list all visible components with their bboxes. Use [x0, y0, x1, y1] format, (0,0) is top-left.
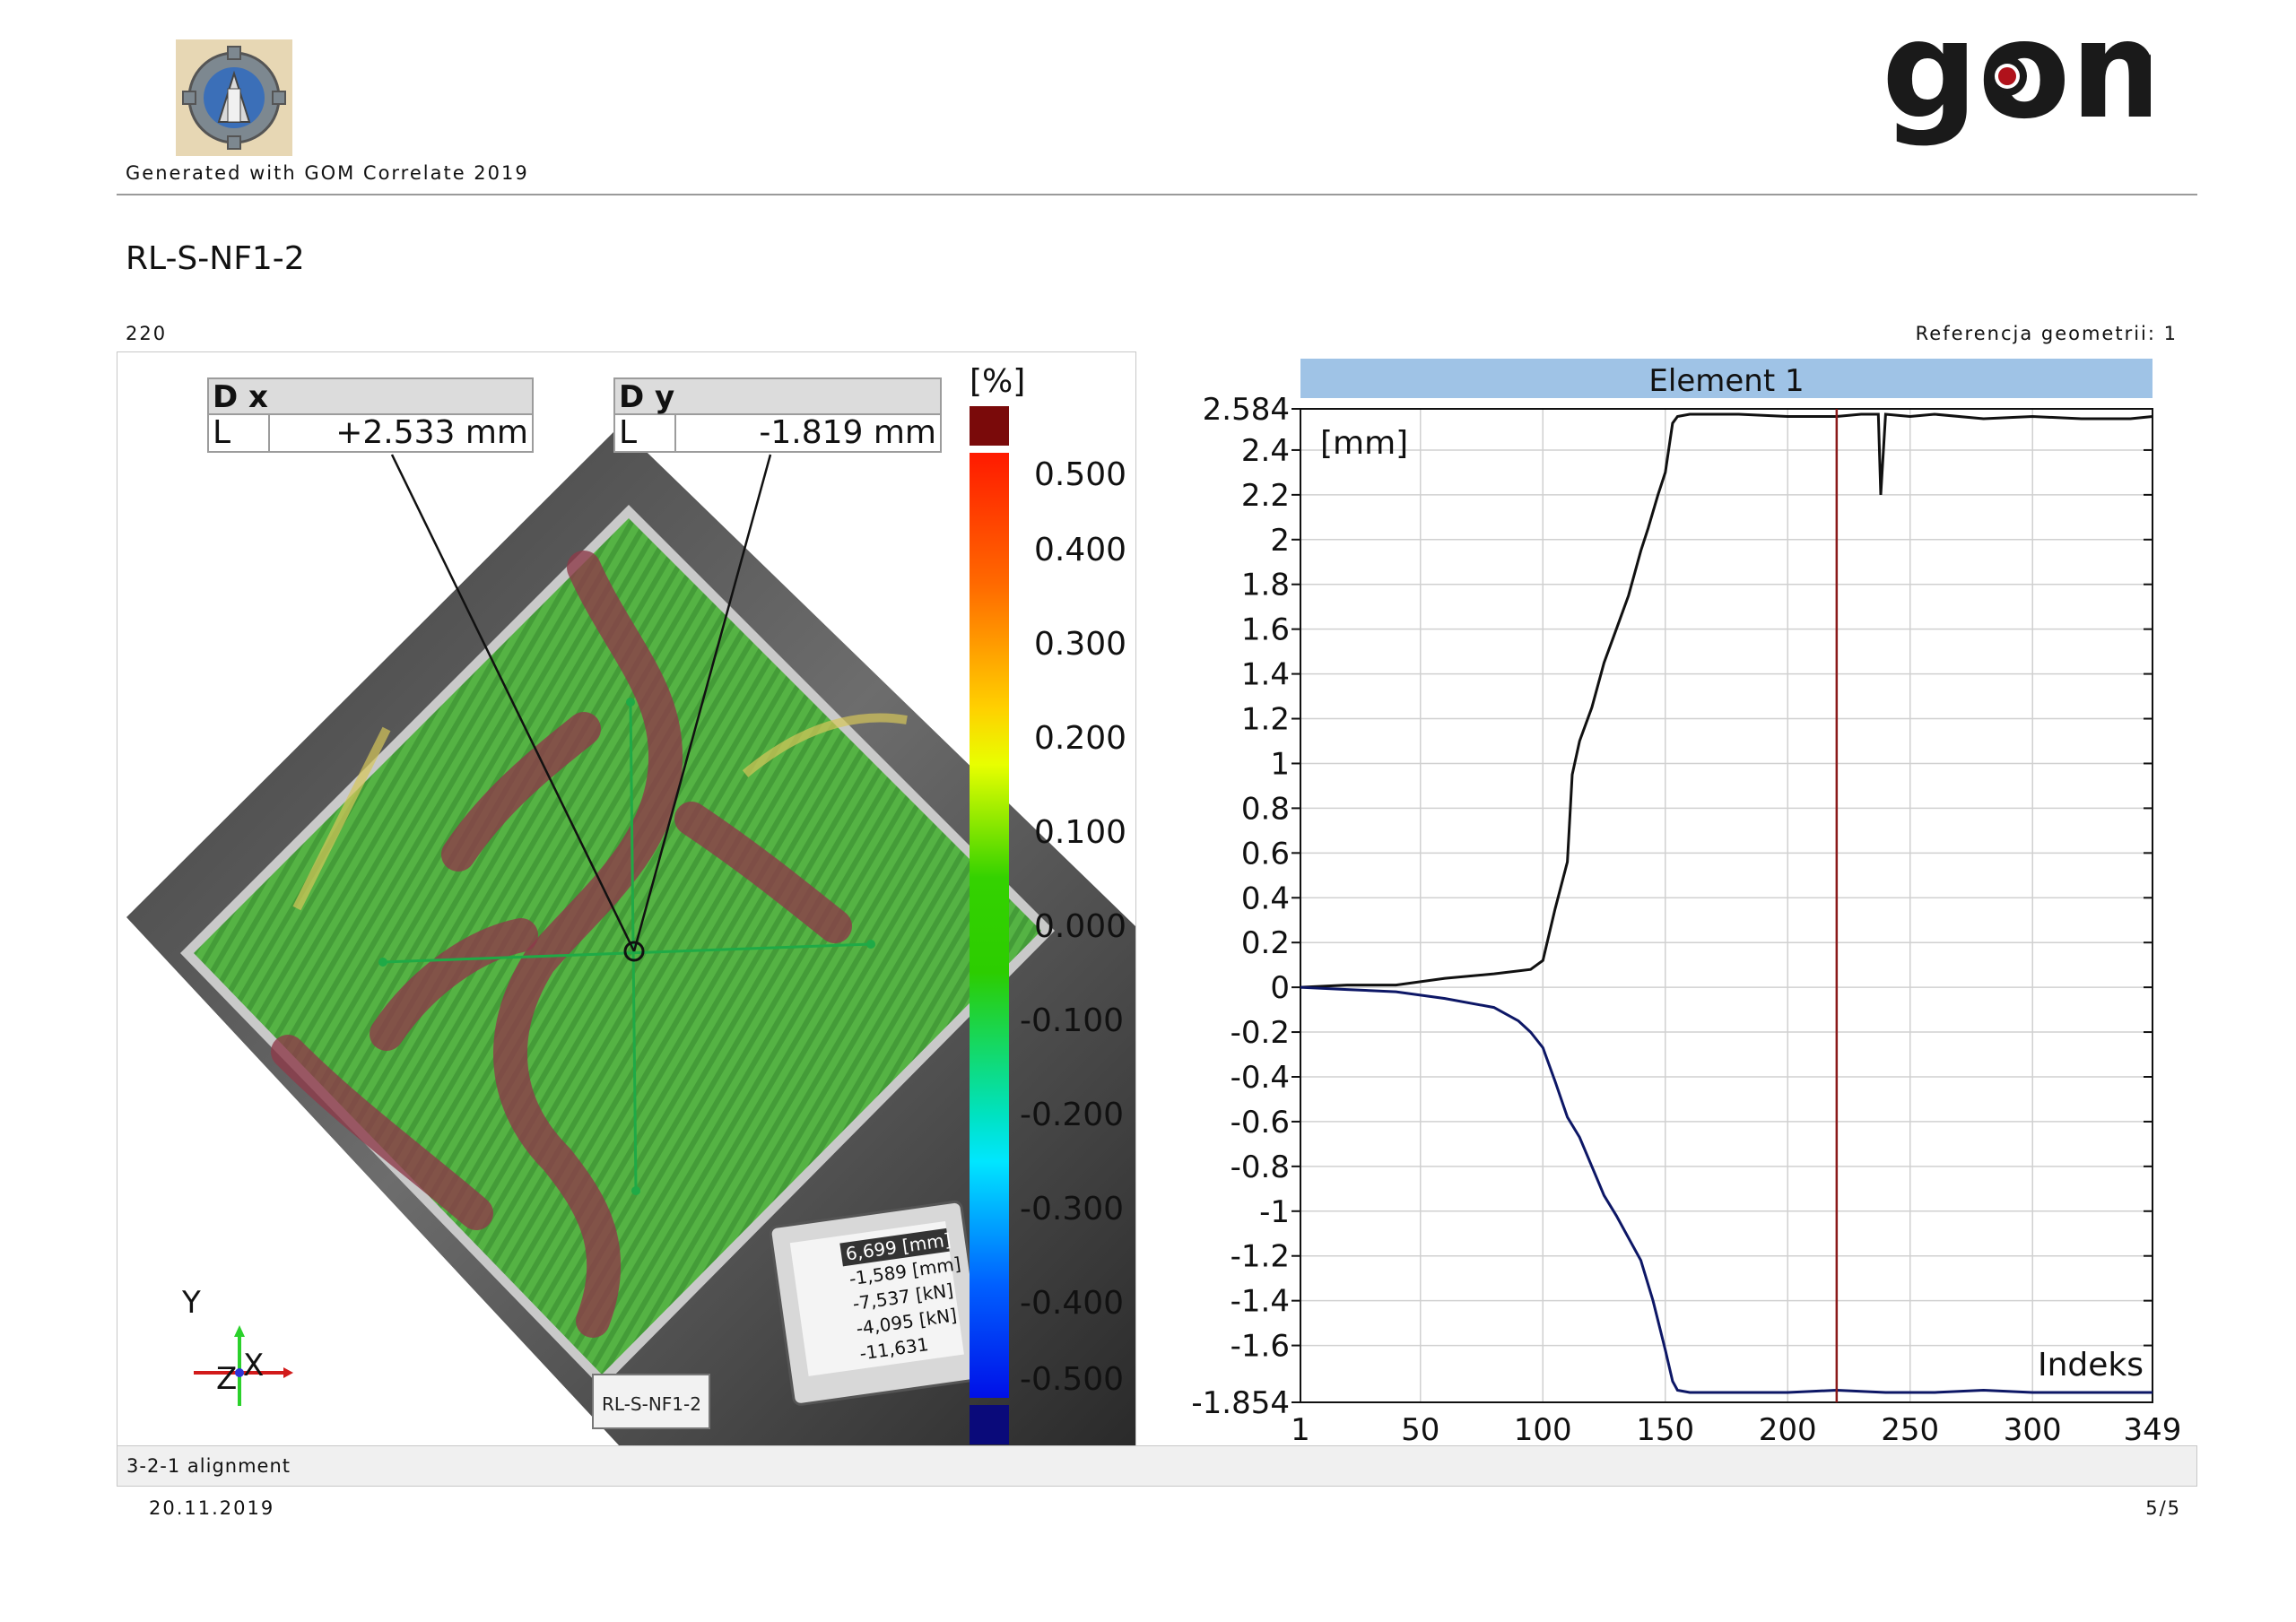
axis-x-label: X	[243, 1348, 265, 1383]
page-title: RL-S-NF1-2	[126, 240, 305, 277]
colorbar-tick: -0.500	[1020, 1361, 1125, 1398]
footer-alignment-bar: 3-2-1 alignment	[117, 1445, 2197, 1487]
displacement-chart: Element 1 1 50 100 150 200 250 300 349 2.584 2.4 2…	[1166, 351, 2206, 1448]
y-tick-label: -1.2	[1231, 1239, 1290, 1275]
y-tick-label: 1.2	[1241, 702, 1290, 738]
y-tick-label: 1.8	[1241, 568, 1290, 603]
colorbar-tick: -0.300	[1020, 1191, 1125, 1227]
label-dy-title: D y	[615, 379, 940, 415]
label-dx: D x L +2.533 mm	[207, 377, 534, 453]
x-tick-label: 250	[1881, 1412, 1939, 1445]
y-tick-label: 2.584	[1203, 392, 1290, 428]
y-tick-label: -1.6	[1231, 1329, 1290, 1365]
colorbar-tick: -0.100	[1020, 1002, 1125, 1039]
y-tick-label: -0.8	[1231, 1149, 1290, 1185]
series-line-dy	[1300, 985, 2152, 1394]
header-divider	[117, 194, 2197, 195]
colorbar-unit: [%]	[970, 363, 1026, 400]
label-dy: D y L -1.819 mm	[613, 377, 942, 453]
measure-point-marker	[623, 941, 645, 962]
label-dy-row-name: L	[615, 415, 676, 451]
x-axis-label: Indeks	[2038, 1347, 2144, 1383]
colorbar-overflow-low	[970, 1405, 1009, 1444]
x-tick-label: 150	[1636, 1412, 1694, 1445]
x-tick-label: 200	[1759, 1412, 1817, 1445]
colorbar-overflow-high	[970, 406, 1009, 446]
y-tick-label: -1	[1259, 1194, 1290, 1230]
y-tick-label: 2.4	[1241, 433, 1290, 469]
colorbar-tick: 0.100	[1034, 814, 1127, 851]
y-tick-label: 0.8	[1241, 791, 1290, 827]
y-tick-label: 0.2	[1241, 925, 1290, 961]
report-date: 20.11.2019	[149, 1497, 275, 1519]
y-tick-label: -1.854	[1191, 1385, 1290, 1421]
colorbar-gradient	[970, 453, 1009, 1398]
y-tick-label: 2	[1270, 523, 1290, 559]
axis-y-label: Y	[182, 1285, 201, 1321]
geometry-reference: Referencja geometrii: 1	[1915, 323, 2178, 344]
label-dx-title: D x	[209, 379, 532, 415]
y-tick-label: -1.4	[1231, 1284, 1290, 1320]
plot-frame	[1300, 408, 2153, 1403]
strain-overlay-image: 6,699 [mm] -1,589 [mm] -7,537 [kN] -4,09…	[126, 426, 1135, 1446]
y-tick-label: 0	[1270, 970, 1290, 1006]
label-dx-value: +2.533 mm	[335, 414, 528, 451]
x-tick-label: 349	[2124, 1412, 2182, 1445]
gom-logo: gom	[1882, 0, 2211, 184]
y-tick-label: 0.6	[1241, 836, 1290, 872]
frame-number: 220	[126, 323, 168, 344]
colorbar-tick: 0.200	[1034, 720, 1127, 757]
x-tick-label: 300	[2004, 1412, 2062, 1445]
y-tick-label: -0.6	[1231, 1105, 1290, 1141]
x-tick-label: 50	[1401, 1412, 1439, 1445]
colorbar-tick: -0.400	[1020, 1285, 1125, 1322]
alignment-text: 3-2-1 alignment	[126, 1455, 291, 1477]
coordinate-triad	[194, 1325, 293, 1406]
chart-svg: Element 1 1 50 100 150 200 250 300 3492.5842.42…	[1191, 359, 2182, 1448]
label-dy-value: -1.819 mm	[759, 414, 936, 451]
page-number: 5/5	[2145, 1497, 2181, 1519]
colorbar-tick: 0.500	[1034, 456, 1127, 493]
series-line-dx	[1300, 412, 2153, 989]
colorbar-tick: -0.200	[1020, 1097, 1125, 1133]
y-tick-label: 2.2	[1241, 478, 1290, 514]
label-dx-row-name: L	[209, 415, 270, 451]
x-tick-label: 100	[1514, 1412, 1572, 1445]
chart-title-bar	[1300, 359, 2152, 398]
chart-title: Element 1	[1648, 363, 1804, 399]
y-tick-label: 1.4	[1241, 657, 1290, 693]
y-axis-label: [mm]	[1320, 425, 1408, 462]
strain-image-panel: 6,699 [mm] -1,589 [mm] -7,537 [kN] -4,09…	[117, 351, 1136, 1447]
y-tick-label: -0.4	[1231, 1060, 1290, 1096]
y-tick-label: 1	[1270, 746, 1290, 782]
y-tick-label: 0.4	[1241, 880, 1290, 916]
faculty-logo	[176, 39, 292, 156]
y-tick-label: 1.6	[1241, 612, 1290, 648]
colorbar-tick: 0.400	[1034, 532, 1127, 568]
generated-with-text: Generated with GOM Correlate 2019	[126, 162, 529, 184]
sample-tag: RL-S-NF1-2	[602, 1393, 701, 1415]
colorbar-tick: 0.000	[1034, 908, 1127, 945]
colorbar-tick: 0.300	[1034, 626, 1127, 663]
y-tick-label: -0.2	[1231, 1015, 1290, 1051]
axis-z-label: Z	[216, 1361, 238, 1397]
x-tick-label: 1	[1291, 1412, 1310, 1445]
